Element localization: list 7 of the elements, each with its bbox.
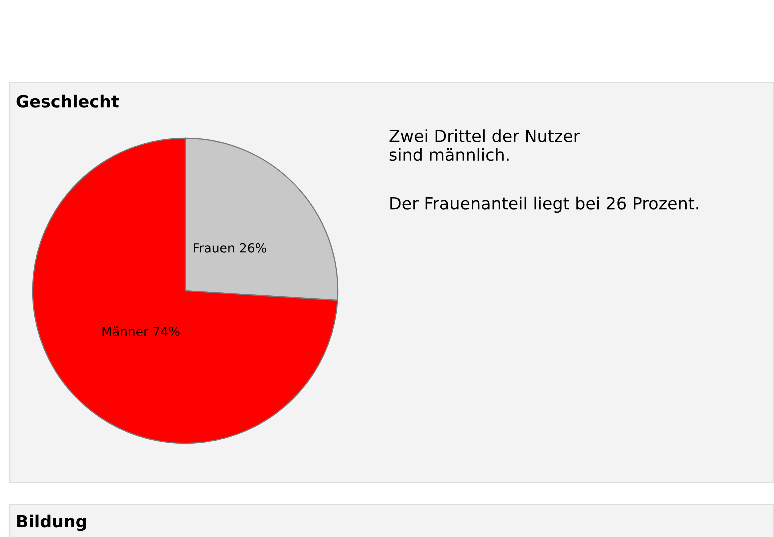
text: Der Frauenanteil liegt bei 26 Prozent. [390,196,698,214]
slice-label: Männer 74% [102,326,180,336]
text: Bildung [18,514,86,532]
text: Zwei Drittel der Nutzer sind männlich. [390,130,580,162]
slice-label: Frauen 26% [194,243,266,253]
chart-title: Geschlecht [16,94,119,108]
pie-slice [32,138,338,444]
